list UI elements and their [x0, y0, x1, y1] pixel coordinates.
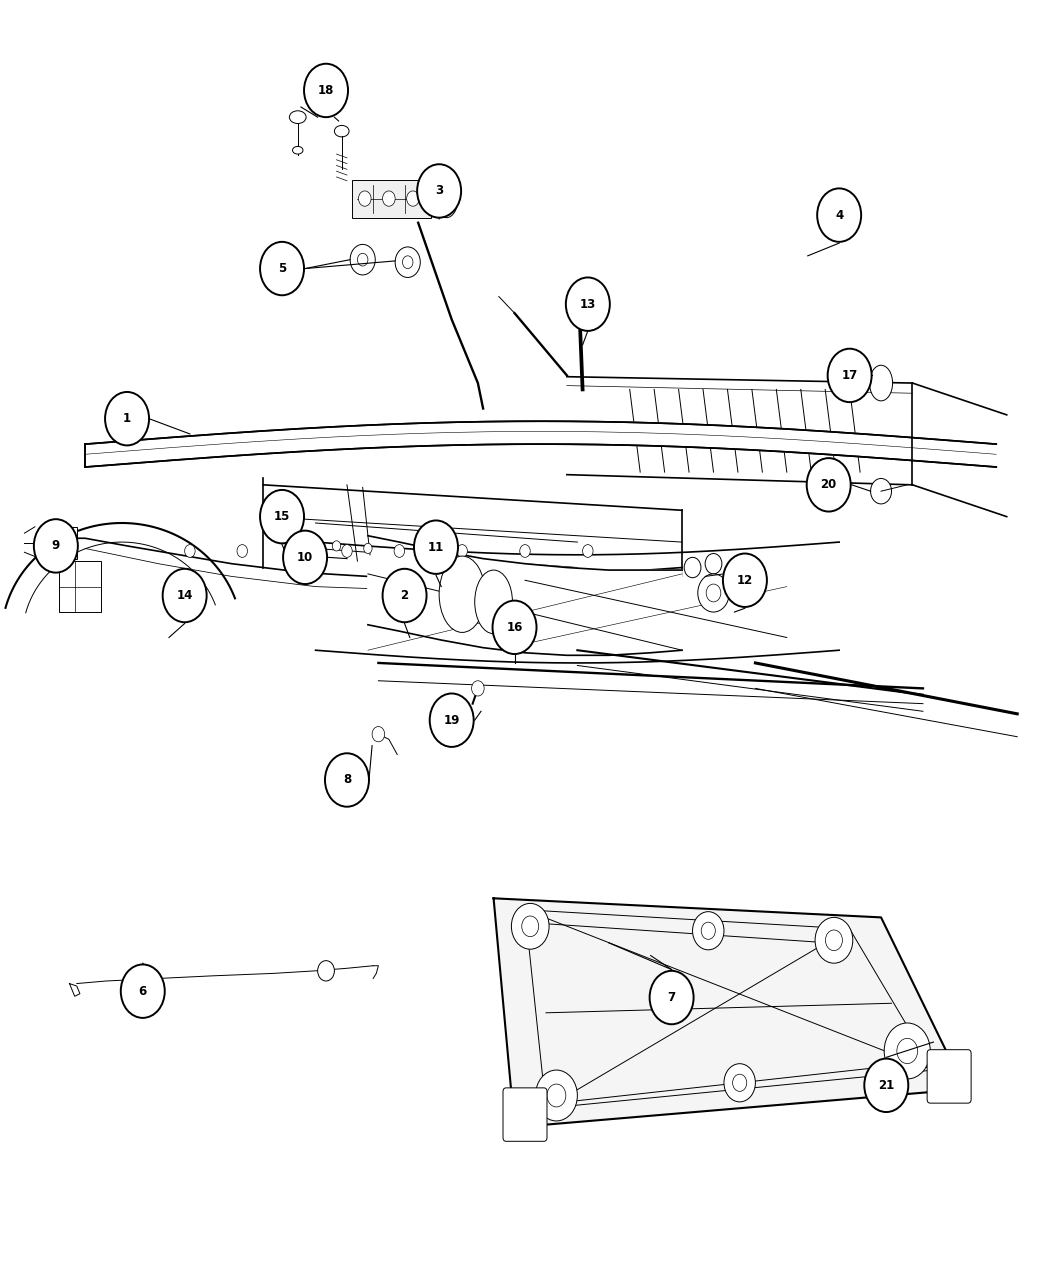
Circle shape: [884, 1023, 930, 1079]
Circle shape: [363, 543, 372, 553]
FancyBboxPatch shape: [59, 561, 101, 612]
Text: 13: 13: [580, 297, 596, 311]
Circle shape: [701, 922, 715, 940]
Circle shape: [870, 478, 891, 504]
Text: 20: 20: [820, 478, 837, 491]
Text: 10: 10: [297, 551, 313, 564]
Circle shape: [897, 1038, 918, 1063]
Circle shape: [402, 256, 413, 269]
Circle shape: [817, 189, 861, 242]
Circle shape: [341, 544, 352, 557]
Circle shape: [395, 247, 420, 278]
Text: 12: 12: [737, 574, 753, 586]
Circle shape: [417, 164, 461, 218]
Text: 18: 18: [318, 84, 334, 97]
Text: 17: 17: [841, 368, 858, 382]
Ellipse shape: [290, 111, 307, 124]
Circle shape: [806, 458, 850, 511]
Ellipse shape: [435, 180, 458, 218]
Circle shape: [815, 918, 853, 963]
Circle shape: [358, 191, 371, 207]
Circle shape: [566, 278, 610, 332]
Text: 7: 7: [668, 991, 675, 1003]
Circle shape: [536, 1070, 578, 1121]
Circle shape: [301, 537, 310, 547]
Circle shape: [105, 391, 149, 445]
Circle shape: [511, 904, 549, 949]
Text: 19: 19: [443, 714, 460, 727]
Text: 6: 6: [139, 984, 147, 997]
Text: 2: 2: [400, 589, 408, 602]
Ellipse shape: [475, 570, 512, 634]
Circle shape: [260, 490, 304, 543]
Circle shape: [825, 929, 842, 951]
Circle shape: [723, 1063, 755, 1102]
Circle shape: [382, 191, 395, 207]
Circle shape: [350, 245, 375, 275]
Text: 5: 5: [278, 263, 287, 275]
Circle shape: [290, 544, 300, 557]
Text: 16: 16: [506, 621, 523, 634]
Circle shape: [457, 544, 467, 557]
Polygon shape: [494, 899, 965, 1127]
Circle shape: [237, 544, 248, 557]
Text: 1: 1: [123, 412, 131, 425]
Circle shape: [650, 970, 694, 1024]
Circle shape: [163, 569, 207, 622]
Polygon shape: [85, 421, 996, 467]
Circle shape: [693, 912, 723, 950]
Circle shape: [685, 557, 701, 578]
Circle shape: [406, 191, 419, 207]
Circle shape: [382, 569, 426, 622]
Circle shape: [318, 960, 334, 980]
Circle shape: [121, 964, 165, 1017]
Circle shape: [357, 254, 367, 266]
Circle shape: [547, 1084, 566, 1107]
Text: 3: 3: [435, 185, 443, 198]
Circle shape: [722, 553, 766, 607]
FancyBboxPatch shape: [352, 180, 430, 218]
Ellipse shape: [869, 365, 892, 400]
Polygon shape: [368, 536, 682, 655]
Circle shape: [429, 694, 474, 747]
Circle shape: [326, 754, 369, 807]
FancyBboxPatch shape: [927, 1049, 971, 1103]
FancyBboxPatch shape: [503, 1088, 547, 1141]
Circle shape: [304, 64, 348, 117]
Circle shape: [707, 584, 721, 602]
Ellipse shape: [334, 125, 349, 136]
Text: 14: 14: [176, 589, 193, 602]
FancyBboxPatch shape: [45, 527, 77, 558]
Circle shape: [414, 520, 458, 574]
Circle shape: [522, 915, 539, 937]
Circle shape: [698, 574, 729, 612]
Text: 11: 11: [427, 541, 444, 553]
Ellipse shape: [293, 147, 303, 154]
Circle shape: [471, 681, 484, 696]
Ellipse shape: [441, 189, 452, 209]
Ellipse shape: [439, 556, 485, 632]
Circle shape: [520, 544, 530, 557]
Circle shape: [492, 601, 537, 654]
Circle shape: [260, 242, 304, 296]
Text: 4: 4: [835, 209, 843, 222]
Circle shape: [706, 553, 722, 574]
Text: 21: 21: [878, 1079, 895, 1091]
Circle shape: [185, 544, 195, 557]
Circle shape: [34, 519, 78, 572]
Circle shape: [394, 544, 404, 557]
Text: 9: 9: [51, 539, 60, 552]
Circle shape: [827, 348, 872, 402]
Text: 15: 15: [274, 510, 290, 523]
Circle shape: [864, 1058, 908, 1112]
Circle shape: [583, 544, 593, 557]
Text: 8: 8: [343, 774, 351, 787]
Circle shape: [284, 530, 328, 584]
Circle shape: [372, 727, 384, 742]
Circle shape: [332, 541, 340, 551]
Circle shape: [733, 1075, 747, 1091]
